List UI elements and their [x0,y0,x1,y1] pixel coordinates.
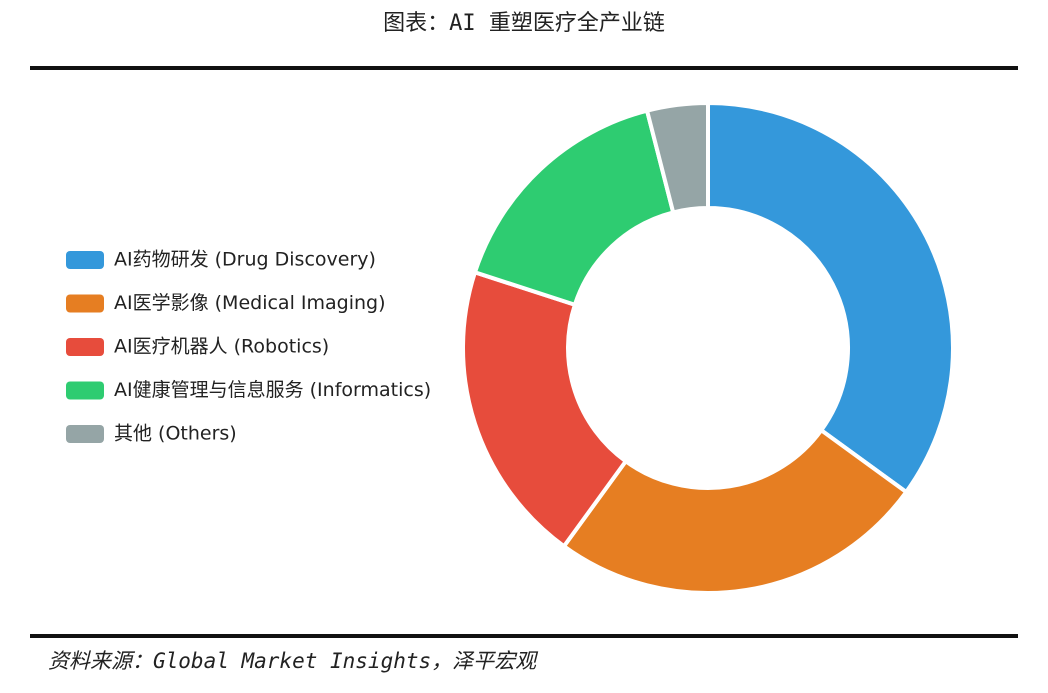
top-rule [30,66,1018,70]
legend-swatch [66,381,104,400]
legend-label: AI医疗机器人 (Robotics) [114,336,329,358]
bottom-rule [30,634,1018,638]
doughnut-slice [561,428,909,595]
doughnut-slice [472,108,676,307]
legend-label: 其他 (Others) [114,423,237,445]
doughnut-slice [461,270,628,549]
doughnut-slice [645,101,710,215]
legend-swatch [66,251,104,269]
legend-swatch [66,425,104,443]
legend-label: AI健康管理与信息服务 (Informatics) [114,379,431,401]
doughnut-slice [706,101,955,495]
source-note: 资料来源：Global Market Insights，泽平宏观 [48,649,539,673]
legend-swatch [66,294,104,313]
chart-title: 图表：AI 重塑医疗全产业链 [383,11,665,36]
legend-label: AI医学影像 (Medical Imaging) [114,292,386,314]
legend-swatch [66,338,104,356]
legend-label: AI药物研发 (Drug Discovery) [114,249,376,271]
